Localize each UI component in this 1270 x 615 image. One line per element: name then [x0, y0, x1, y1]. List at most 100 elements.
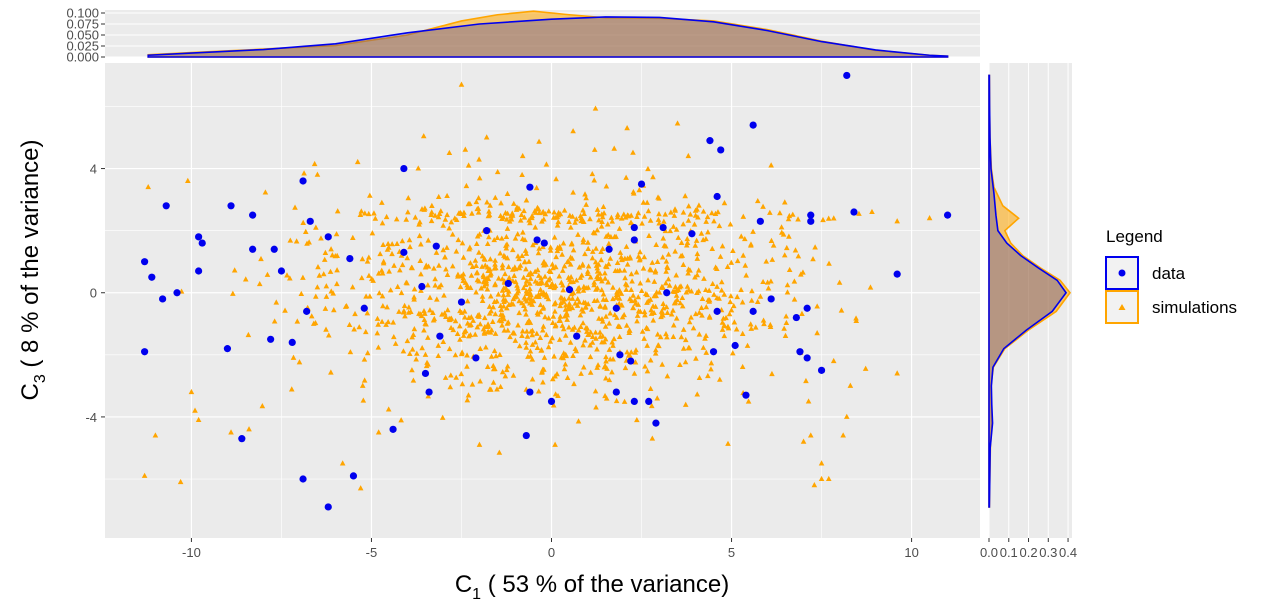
simulation-point [461, 308, 468, 314]
simulation-point [614, 259, 621, 266]
data-point [573, 332, 581, 340]
simulation-point [375, 429, 382, 435]
simulation-point [418, 312, 425, 319]
simulation-point [550, 402, 557, 408]
simulation-point [623, 286, 630, 292]
simulation-point [554, 222, 561, 228]
simulation-point [684, 283, 691, 289]
simulation-point [534, 204, 541, 210]
simulation-point [545, 277, 552, 283]
simulation-point [512, 235, 519, 241]
simulation-point [607, 356, 614, 362]
simulation-point [475, 195, 482, 201]
simulation-point [485, 234, 492, 240]
simulation-point [394, 283, 401, 289]
simulation-point [665, 251, 672, 257]
simulation-point [477, 378, 483, 384]
simulation-point [495, 291, 502, 297]
simulation-point [783, 319, 790, 326]
simulation-point [807, 432, 814, 438]
simulation-point [551, 284, 557, 291]
simulation-point [362, 328, 369, 335]
simulation-point [894, 370, 900, 376]
data-point [630, 223, 638, 232]
simulation-point [769, 370, 775, 377]
simulation-point [572, 300, 579, 306]
simulation-point [455, 236, 462, 243]
simulation-point [654, 258, 661, 265]
simulation-point [442, 216, 449, 222]
simulation-point [717, 253, 724, 259]
simulation-point [767, 209, 773, 215]
simulation-point [273, 299, 280, 305]
simulation-point [589, 255, 596, 261]
simulation-point [314, 171, 321, 177]
simulation-point [608, 233, 614, 240]
data-point [148, 273, 156, 281]
simulation-point [606, 376, 613, 383]
simulation-point [523, 288, 530, 294]
simulation-point [505, 291, 512, 297]
simulation-point [552, 299, 559, 306]
simulation-point [601, 339, 608, 345]
simulation-point [599, 214, 606, 220]
simulation-point [422, 310, 428, 316]
simulation-point [709, 210, 715, 216]
simulation-point [599, 218, 605, 225]
simulation-point [600, 291, 607, 297]
simulation-point [472, 331, 479, 337]
simulation-point [379, 220, 386, 226]
simulation-point [843, 413, 850, 419]
simulation-point [478, 285, 485, 291]
simulation-point [521, 207, 527, 214]
simulation-point [296, 359, 303, 365]
simulation-point [672, 207, 678, 213]
simulation-point [487, 293, 494, 299]
simulation-point [602, 303, 608, 309]
simulation-point [379, 318, 385, 324]
simulation-point [686, 319, 693, 325]
simulation-point [814, 303, 820, 309]
simulation-point [284, 272, 290, 278]
simulation-point [394, 240, 400, 246]
simulation-point [484, 363, 491, 370]
simulation-point [560, 326, 567, 332]
legend-title: Legend [1106, 227, 1163, 246]
simulation-point [499, 215, 505, 221]
simulation-point [535, 388, 542, 394]
simulation-point [685, 152, 692, 159]
simulation-point [242, 276, 249, 282]
data-point [526, 388, 534, 396]
simulation-point [416, 232, 423, 239]
simulation-point [680, 326, 687, 332]
simulation-point [331, 306, 337, 313]
simulation-point [569, 240, 575, 246]
simulation-point [696, 309, 703, 315]
simulation-point [503, 366, 510, 373]
simulation-point [553, 176, 559, 182]
simulation-point [595, 211, 602, 217]
simulation-point [384, 304, 390, 310]
simulation-point [487, 202, 493, 208]
data-point [277, 267, 286, 275]
simulation-point [795, 253, 802, 259]
simulation-point [581, 210, 587, 216]
simulation-point [444, 271, 451, 277]
simulation-point [621, 211, 627, 217]
simulation-point [649, 402, 655, 409]
simulation-point [628, 271, 635, 277]
simulation-point [745, 398, 752, 404]
simulation-point [537, 301, 544, 308]
simulation-point [499, 265, 506, 271]
simulation-point [784, 289, 791, 295]
simulation-point [699, 295, 706, 302]
y-tick-label: 4 [90, 162, 97, 177]
simulation-point [440, 222, 447, 228]
simulation-point [435, 214, 442, 220]
simulation-point [385, 240, 391, 247]
simulation-point [621, 398, 628, 404]
simulation-point [287, 275, 293, 281]
simulation-point [649, 435, 656, 441]
data-point [749, 307, 757, 315]
data-point [807, 217, 815, 225]
